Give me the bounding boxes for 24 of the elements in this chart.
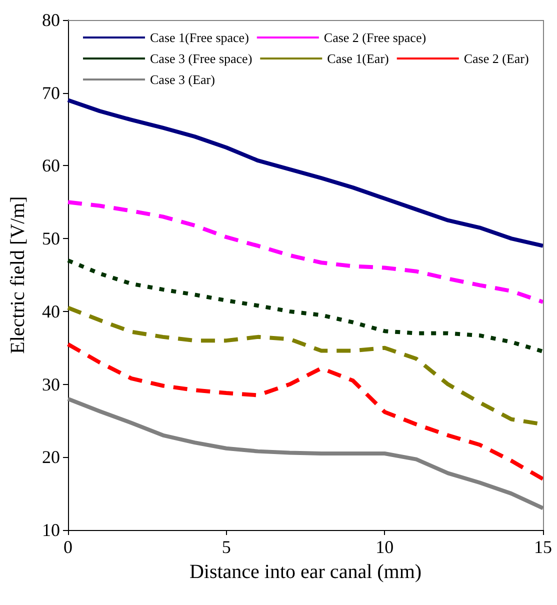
y-tick-label: 40: [42, 301, 60, 322]
y-tick-label: 70: [42, 82, 60, 103]
line-series: [66, 98, 545, 248]
x-tick-label: 5: [222, 537, 231, 557]
legend-label: Case 2 (Free space): [324, 30, 426, 45]
y-tick-label: 50: [42, 228, 60, 249]
legend-label: Case 1(Ear): [327, 51, 389, 66]
x-tick-label: 0: [64, 537, 72, 557]
line-series: [66, 342, 545, 481]
x-tick-label: 15: [534, 537, 552, 557]
y-tick-label: 30: [42, 374, 60, 394]
x-axis-title: Distance into ear canal (mm): [189, 561, 422, 583]
legend-label: Case 1(Free space): [150, 30, 249, 45]
y-axis-title: Electric field [V/m]: [7, 196, 29, 354]
legend-label: Case 3 (Free space): [150, 51, 252, 66]
y-tick-label: 80: [42, 10, 60, 30]
legend-label: Case 2 (Ear): [464, 51, 529, 66]
y-tick-label: 20: [42, 447, 60, 468]
line-series: [66, 200, 545, 304]
legend-label: Case 3 (Ear): [150, 72, 215, 87]
line-series: [66, 258, 545, 354]
y-tick-label: 60: [42, 156, 60, 176]
y-tick-label: 10: [42, 520, 60, 540]
x-tick-label: 10: [376, 537, 394, 557]
